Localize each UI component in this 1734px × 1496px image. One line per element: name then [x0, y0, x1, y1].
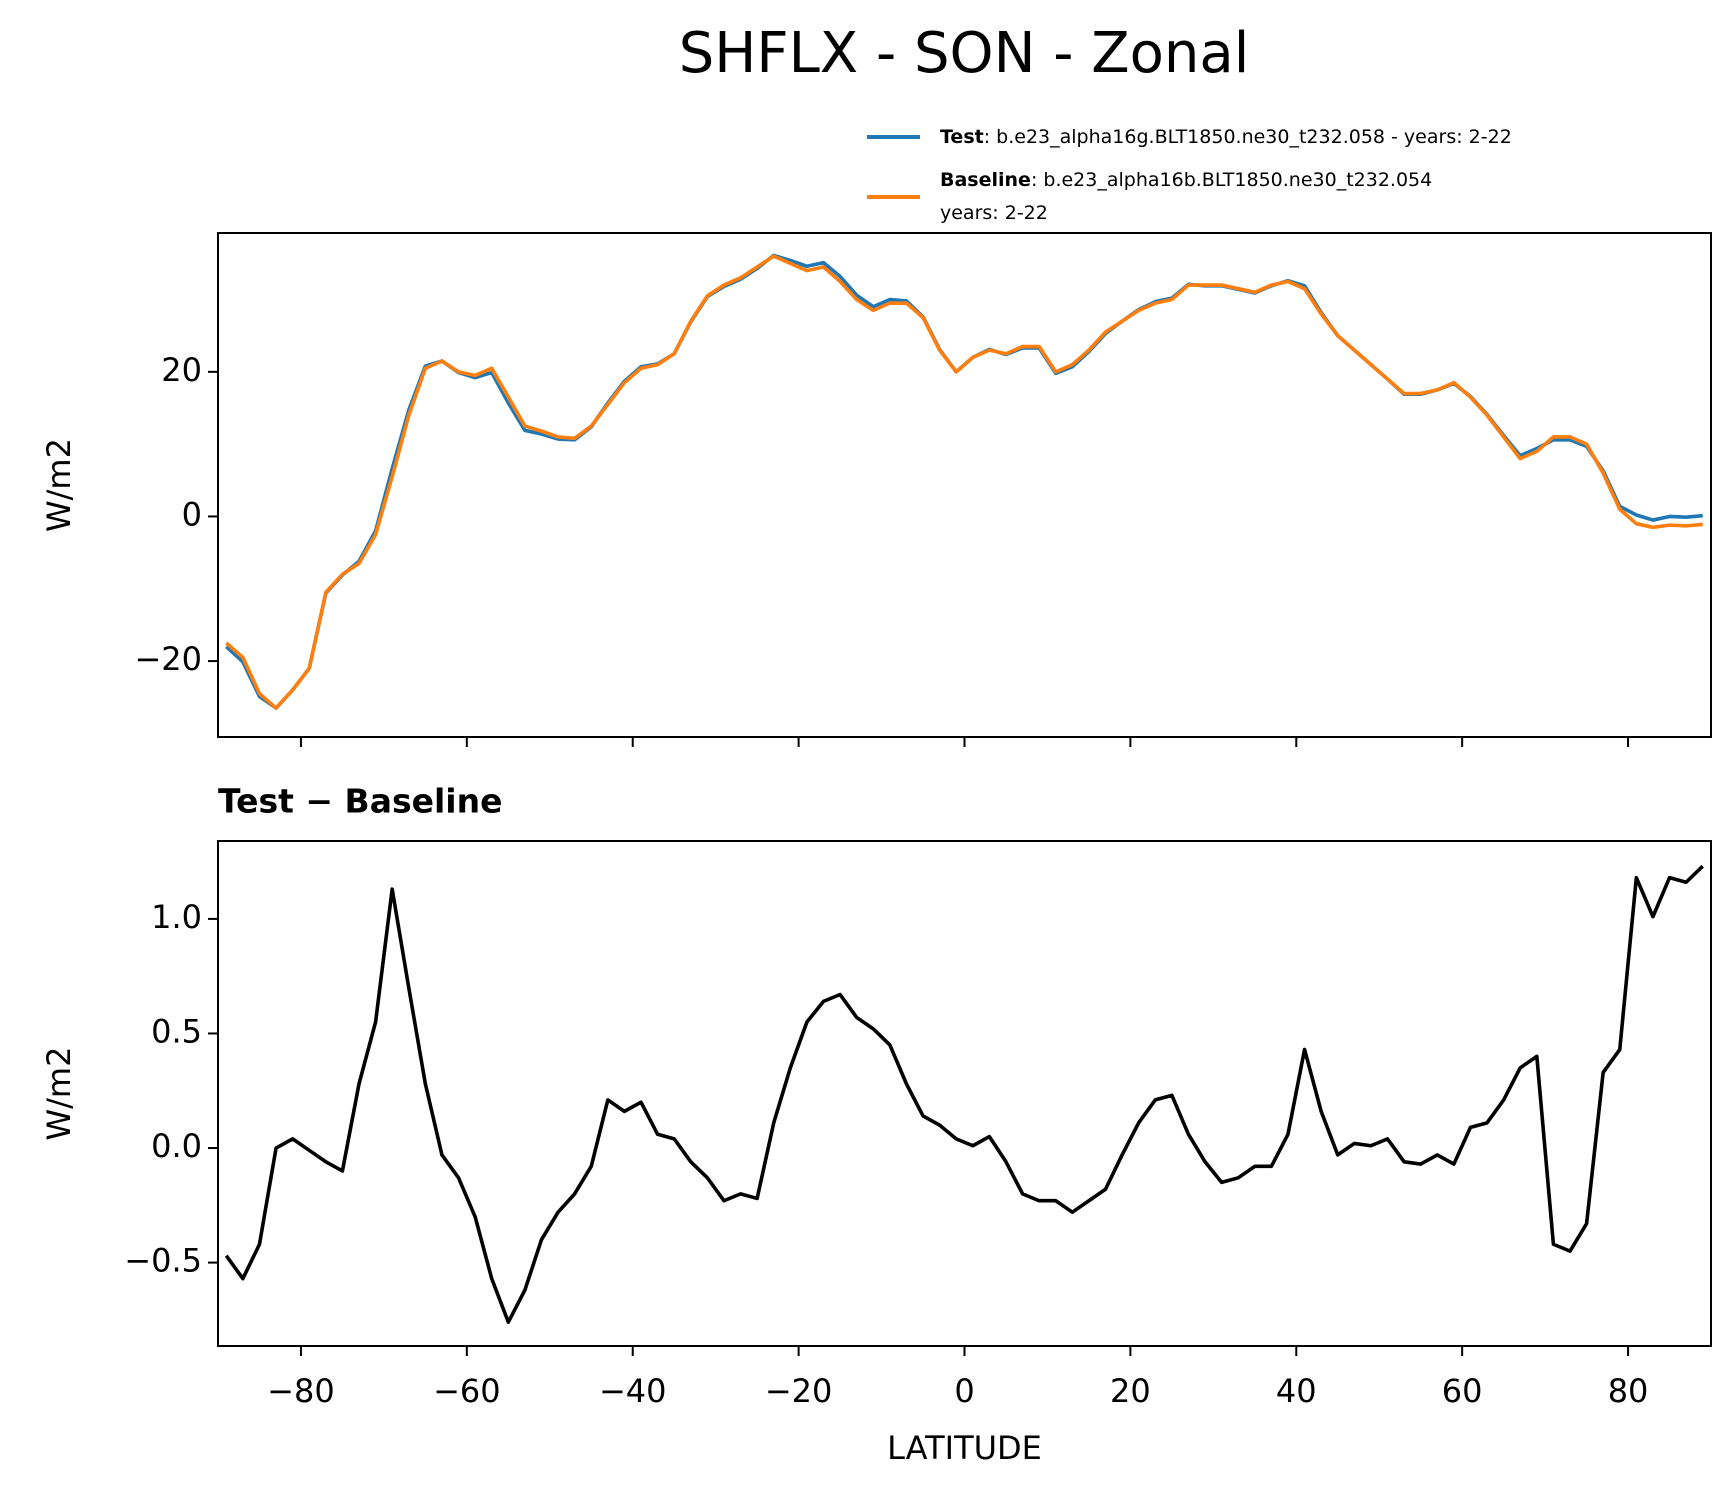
y-tick-label: 0.0 [151, 1127, 202, 1165]
y-axis-label: W/m2 [40, 1047, 78, 1141]
x-tick-label: 60 [1442, 1372, 1483, 1410]
subplot-title: Test − Baseline [218, 782, 503, 821]
series-line [225, 254, 1703, 710]
legend-text: years: 2-22 [940, 202, 1048, 224]
series-line [224, 864, 1704, 1324]
x-tick-label: 0 [954, 1372, 974, 1410]
legend-description: years: 2-22 [940, 202, 1048, 224]
y-tick-label: 0.5 [151, 1012, 202, 1050]
x-tick-label: 40 [1276, 1372, 1317, 1410]
y-tick-label: 0 [182, 495, 202, 533]
figure-title: SHFLX - SON - Zonal [679, 21, 1250, 86]
y-tick-label: 20 [161, 351, 202, 389]
y-tick-label: −0.5 [124, 1242, 202, 1280]
x-tick-label: −20 [765, 1372, 833, 1410]
legend-text: Test: b.e23_alpha16g.BLT1850.ne30_t232.0… [940, 126, 1512, 148]
x-tick-label: −60 [433, 1372, 501, 1410]
legend-name: Test [940, 126, 984, 148]
x-tick-label: 80 [1608, 1372, 1649, 1410]
x-tick-label: 20 [1110, 1372, 1151, 1410]
legend-name: Baseline [940, 169, 1031, 191]
x-axis-label: LATITUDE [887, 1429, 1042, 1467]
x-tick-label: −80 [267, 1372, 335, 1410]
y-axis-label: W/m2 [40, 438, 78, 532]
x-tick-label: −40 [599, 1372, 667, 1410]
legend-text: Baseline: b.e23_alpha16b.BLT1850.ne30_t2… [940, 169, 1432, 191]
y-tick-label: 1.0 [151, 898, 202, 936]
y-tick-label: −20 [134, 640, 202, 678]
legend-description: : b.e23_alpha16b.BLT1850.ne30_t232.054 [1031, 169, 1432, 191]
legend-description: : b.e23_alpha16g.BLT1850.ne30_t232.058 -… [984, 126, 1512, 148]
